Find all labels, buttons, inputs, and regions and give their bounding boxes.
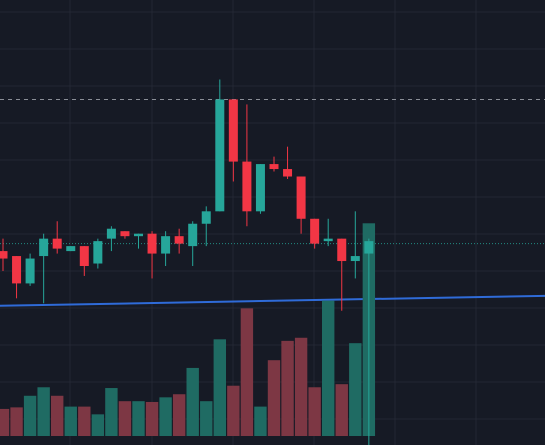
candle-body bbox=[52, 238, 62, 249]
volume-bar bbox=[349, 343, 362, 436]
price-candles bbox=[0, 79, 374, 445]
volume-bar bbox=[308, 387, 321, 436]
candle-body bbox=[350, 256, 360, 262]
volume-bar bbox=[240, 308, 254, 436]
volume-bar bbox=[23, 395, 37, 436]
candle-body bbox=[255, 164, 265, 212]
candle-body bbox=[283, 169, 293, 177]
volume-bar bbox=[37, 387, 50, 436]
candle-body bbox=[106, 228, 116, 239]
volume-bar bbox=[335, 384, 348, 436]
candle-body bbox=[12, 256, 22, 284]
candle-body bbox=[0, 251, 8, 259]
candle-body bbox=[79, 246, 89, 267]
volume-bar bbox=[105, 388, 118, 436]
volume-bar bbox=[172, 394, 186, 436]
volume-bar bbox=[159, 397, 172, 436]
candle-body bbox=[134, 233, 143, 237]
volume-bar bbox=[254, 406, 267, 436]
volume-bar bbox=[186, 367, 199, 436]
candle-body bbox=[93, 241, 103, 264]
candle-body bbox=[188, 223, 198, 247]
volume-bar bbox=[78, 406, 91, 436]
candle-body bbox=[242, 161, 252, 212]
chart-overlay-lines bbox=[0, 98, 545, 307]
candle-body bbox=[323, 238, 333, 242]
volume-bar bbox=[213, 339, 226, 436]
volume-bar bbox=[132, 401, 145, 436]
volume-bar bbox=[118, 401, 132, 436]
candle-body bbox=[364, 241, 374, 254]
volume-bar bbox=[10, 407, 23, 436]
volume-bar bbox=[267, 360, 281, 436]
volume-bar bbox=[51, 395, 64, 436]
candle-body bbox=[174, 236, 184, 244]
candle-body bbox=[39, 238, 49, 257]
volume-bar bbox=[281, 340, 294, 436]
candle-body bbox=[201, 211, 211, 224]
candle-body bbox=[147, 233, 157, 254]
candle-body bbox=[25, 258, 35, 284]
candle-body bbox=[296, 176, 306, 219]
volume-bar bbox=[145, 401, 159, 436]
volume-bar bbox=[200, 401, 213, 436]
volume-bar bbox=[0, 408, 10, 436]
trendline bbox=[0, 294, 545, 307]
volume-bar bbox=[322, 300, 335, 436]
candle-body bbox=[120, 231, 130, 237]
candle-body bbox=[269, 164, 279, 170]
volume-bars bbox=[0, 223, 376, 436]
volume-bar bbox=[227, 385, 240, 436]
candle-body bbox=[228, 99, 238, 162]
candle-body bbox=[66, 246, 76, 252]
volume-bar bbox=[91, 414, 105, 436]
volume-bar bbox=[294, 337, 308, 436]
candle-body bbox=[215, 99, 225, 212]
volume-bar bbox=[64, 406, 77, 436]
candle-body bbox=[310, 218, 320, 244]
candle-body bbox=[337, 238, 347, 262]
candle-body bbox=[161, 236, 171, 254]
